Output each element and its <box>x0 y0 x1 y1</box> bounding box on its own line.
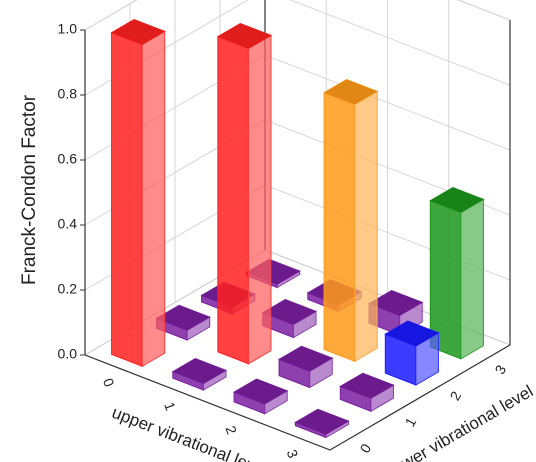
bar-top <box>155 304 211 331</box>
bar-face <box>293 311 316 338</box>
floor-edge <box>84 344 511 451</box>
bar-face <box>354 91 378 362</box>
bar-top <box>339 372 395 399</box>
z-tick-label: 1.0 <box>58 21 78 37</box>
bar-top <box>277 345 334 372</box>
bar-top <box>385 321 439 346</box>
bar-top <box>340 373 394 399</box>
bar-face <box>203 370 226 390</box>
bar-face <box>415 332 439 385</box>
bar <box>261 298 318 339</box>
bar-face <box>111 31 143 367</box>
y-tick-label: 2 <box>446 388 464 403</box>
bar-top <box>234 379 288 404</box>
bar-face <box>264 390 288 414</box>
bar-top <box>279 346 333 372</box>
bar-face <box>460 199 484 359</box>
bar <box>339 372 395 413</box>
bar-top <box>369 290 423 316</box>
bar <box>322 78 379 363</box>
bar <box>294 408 350 439</box>
bar-face <box>325 421 349 438</box>
bar-face <box>187 317 210 340</box>
bar-top <box>110 18 166 46</box>
bar <box>216 22 273 365</box>
bar-face <box>248 35 271 364</box>
z-tick-label: 0.0 <box>58 346 78 362</box>
bar <box>277 345 334 389</box>
bar-top <box>429 186 485 214</box>
bar <box>171 357 228 391</box>
bar-top <box>172 358 226 384</box>
bar-top <box>216 22 273 50</box>
bar-top <box>324 79 378 105</box>
bar-top <box>294 408 350 435</box>
bar-top <box>430 187 484 213</box>
bar-face <box>277 271 300 288</box>
bar <box>110 18 166 368</box>
bar <box>155 304 211 341</box>
bar-face <box>370 385 394 412</box>
bar-top <box>111 19 165 45</box>
y-tick-label: 1 <box>401 414 419 429</box>
bar-top <box>217 23 271 49</box>
bar-top <box>367 289 424 317</box>
z-tick-label: 0.4 <box>58 216 78 232</box>
x-tick-label: 3 <box>284 447 302 460</box>
y-tick-label: 3 <box>491 362 509 377</box>
x-tick-label: 0 <box>100 376 118 389</box>
x-tick-label: 1 <box>161 400 179 413</box>
bar-top <box>232 378 289 405</box>
bar-top <box>295 409 349 435</box>
bar-face <box>323 91 356 362</box>
bar <box>384 320 440 386</box>
bar-face <box>142 31 165 367</box>
bar-top <box>171 357 228 385</box>
bar-face <box>309 358 333 388</box>
bar <box>232 378 289 415</box>
bar-top <box>384 320 440 347</box>
z-tick-label: 0.8 <box>58 86 78 102</box>
bar-top <box>261 298 318 326</box>
z-tick-label: 0.2 <box>58 281 78 297</box>
bar-top <box>322 78 379 106</box>
bar-top <box>262 299 316 325</box>
x-tick-label: 2 <box>222 424 240 437</box>
bar-face <box>217 35 249 365</box>
bar <box>429 186 485 360</box>
y-tick-label: 0 <box>356 441 374 456</box>
z-tick-label: 0.6 <box>58 151 78 167</box>
bar-top <box>156 305 210 331</box>
z-axis-label: Franck-Condon Factor <box>19 94 40 285</box>
